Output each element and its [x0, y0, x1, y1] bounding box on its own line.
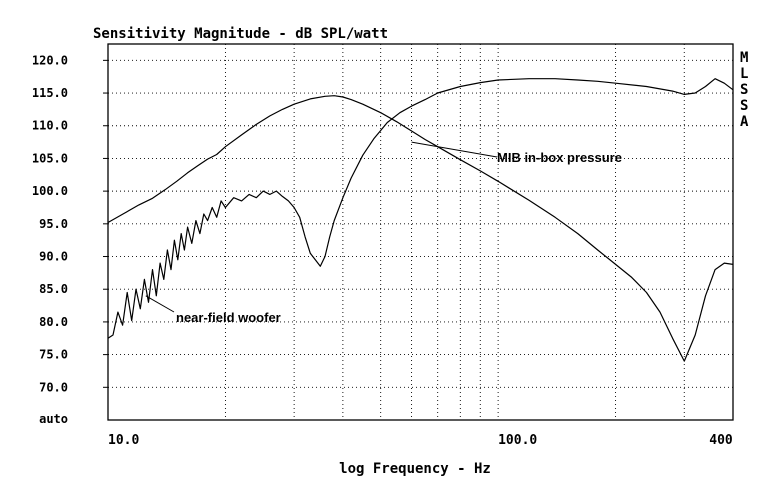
- side-label-letter: S: [740, 98, 748, 114]
- y-tick-label: 105.0: [32, 151, 68, 165]
- x-axis-label: log Frequency - Hz: [339, 461, 491, 477]
- y-tick-label: 95.0: [39, 217, 68, 231]
- annotations: MIB in-box pressure near-field woofer: [145, 141, 622, 325]
- x-tick-label: 100.0: [498, 433, 537, 448]
- annotation-label: MIB in-box pressure: [497, 150, 622, 165]
- y-tick-label: 70.0: [39, 380, 68, 394]
- y-tick-label: 110.0: [32, 119, 68, 133]
- grid: [108, 44, 733, 420]
- series-group: [107, 78, 734, 362]
- y-tick-label: 115.0: [32, 86, 68, 100]
- side-label-letter: L: [740, 66, 748, 82]
- y-tick-label: 90.0: [39, 250, 68, 264]
- y-tick-labels: 120.0 115.0 110.0 105.0 100.0 95.0 90.0 85.0 80.…: [32, 53, 108, 394]
- series-line-near-field-woofer: [107, 78, 734, 339]
- side-label-letter: A: [740, 114, 749, 130]
- annotation-leader: [411, 141, 498, 158]
- annotation-label: near-field woofer: [176, 310, 281, 325]
- series-line-mib-in-box-pressure: [107, 95, 734, 362]
- side-label-letter: M: [740, 50, 748, 66]
- y-bottom-label: auto: [39, 412, 68, 426]
- y-tick-label: 100.0: [32, 184, 68, 198]
- y-tick-label: 80.0: [39, 315, 68, 329]
- side-label-letter: S: [740, 82, 748, 98]
- plot-frame: [107, 43, 734, 421]
- y-tick-label: 120.0: [32, 53, 68, 67]
- x-tick-label: 400: [709, 433, 733, 448]
- x-tick-labels: 10.0 100.0 400: [108, 433, 733, 448]
- annotation-leader: [145, 295, 175, 313]
- y-tick-label: 85.0: [39, 282, 68, 296]
- y-tick-label: 75.0: [39, 348, 68, 362]
- x-tick-label: 10.0: [108, 433, 139, 448]
- chart-title: Sensitivity Magnitude - dB SPL/watt: [93, 26, 388, 42]
